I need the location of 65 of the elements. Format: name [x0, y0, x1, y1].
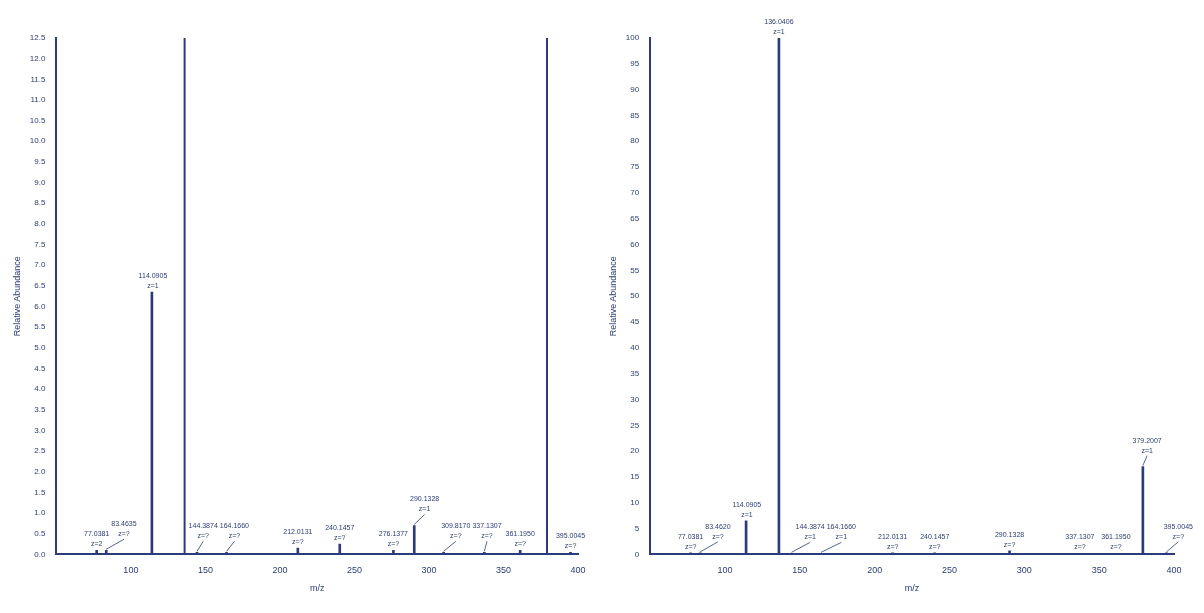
x-tick-label: 300 [421, 565, 437, 576]
y-tick-label: 75 [630, 162, 640, 172]
y-tick-label: 9.0 [34, 177, 46, 187]
y-tick-label: 95 [630, 59, 640, 69]
x-tick-label: 150 [792, 565, 808, 576]
y-tick-label: 100 [625, 33, 640, 43]
y-tick-label: 7.5 [34, 239, 46, 249]
y-tick-label: 80 [630, 136, 640, 146]
y-tick-label: 5 [634, 523, 640, 533]
y-tick-label: 15 [630, 472, 640, 482]
y-tick-label: 2.0 [34, 466, 46, 476]
x-tick-label: 350 [1091, 565, 1107, 576]
y-tick-label: 90 [630, 84, 640, 94]
y-tick-label: 7.0 [34, 260, 46, 270]
y-tick-label: 10.0 [29, 136, 46, 146]
x-tick-label: 200 [272, 565, 288, 576]
x-tick-label: 100 [123, 565, 139, 576]
x-tick-label: 200 [867, 565, 883, 576]
y-axis-title: Relative Abundance [11, 256, 22, 337]
y-tick-label: 5.0 [34, 343, 46, 353]
y-tick-label: 3.5 [34, 405, 46, 415]
x-tick-label: 300 [1016, 565, 1032, 576]
x-tick-label: 150 [197, 565, 213, 576]
x-tick-label: 350 [495, 565, 511, 576]
x-tick-label: 250 [941, 565, 958, 576]
y-tick-label: 45 [630, 317, 640, 327]
y-tick-label: 10 [630, 497, 640, 507]
y-tick-label: 25 [630, 420, 640, 430]
y-tick-label: 9.5 [34, 157, 46, 167]
y-tick-label: 50 [630, 291, 640, 301]
y-tick-label: 8.5 [34, 198, 46, 208]
y-tick-label: 12.0 [29, 53, 46, 63]
x-axis-title: m/z [309, 583, 325, 594]
y-tick-label: 40 [630, 343, 640, 353]
y-tick-label: 0.0 [34, 549, 46, 559]
x-axis-title: m/z [904, 583, 920, 594]
y-tick-label: 4.0 [34, 384, 46, 394]
y-tick-label: 12.5 [29, 33, 46, 43]
x-tick-label: 400 [1166, 565, 1182, 576]
y-tick-label: 6.5 [34, 281, 46, 291]
y-tick-label: 11.5 [30, 74, 46, 84]
y-tick-label: 1.5 [34, 487, 46, 497]
y-tick-label: 60 [630, 239, 640, 249]
y-tick-label: 55 [630, 265, 640, 275]
y-tick-label: 5.5 [34, 322, 46, 332]
y-tick-label: 3.0 [34, 425, 46, 435]
x-tick-label: 100 [717, 565, 733, 576]
y-tick-label: 30 [630, 394, 640, 404]
y-tick-label: 11.0 [30, 95, 46, 105]
y-tick-label: 8.0 [34, 219, 46, 229]
y-tick-label: 6.0 [34, 301, 46, 311]
y-tick-label: 2.5 [34, 446, 46, 456]
y-tick-label: 70 [630, 188, 640, 198]
x-tick-label: 250 [346, 565, 362, 576]
y-tick-label: 85 [630, 110, 640, 120]
y-tick-label: 20 [630, 446, 640, 456]
y-tick-label: 35 [630, 368, 640, 378]
y-tick-label: 4.5 [34, 363, 46, 373]
y-tick-label: 0 [634, 549, 640, 559]
y-axis-title: Relative Abundance [607, 256, 618, 337]
y-tick-label: 10.5 [29, 115, 46, 125]
y-tick-label: 1.0 [34, 508, 46, 518]
x-tick-label: 400 [570, 565, 586, 576]
y-tick-label: 65 [630, 213, 640, 223]
y-tick-label: 0.5 [34, 528, 46, 538]
